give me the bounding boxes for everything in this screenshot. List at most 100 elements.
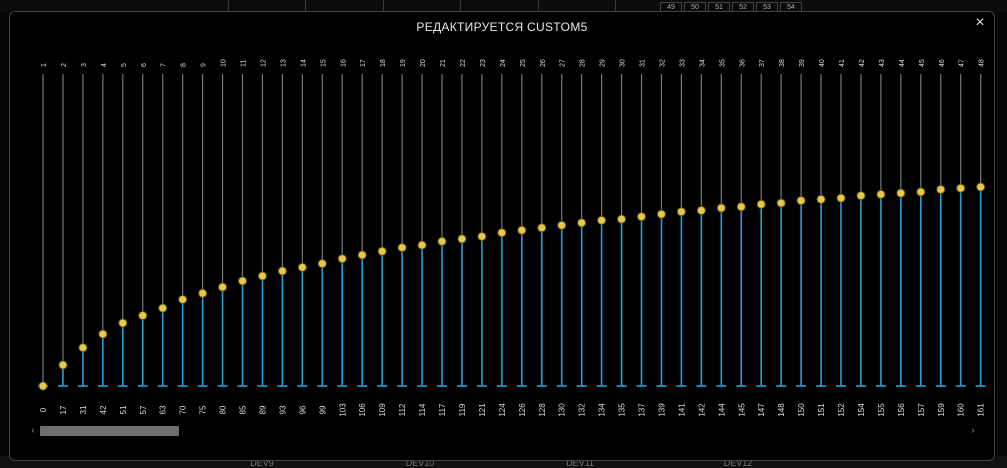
curve-point-handle[interactable] <box>377 246 387 256</box>
channel-number-label: 44 <box>899 59 906 67</box>
channel-number-label: 48 <box>979 59 986 67</box>
curve-point-handle[interactable] <box>198 288 208 298</box>
channel-number-label: 40 <box>819 59 826 67</box>
curve-point-handle[interactable] <box>597 215 607 225</box>
curve-point-handle[interactable] <box>138 311 148 321</box>
curve-point-handle[interactable] <box>437 236 447 246</box>
channel-number-label: 36 <box>739 59 746 67</box>
channel-number-label: 26 <box>540 59 547 67</box>
curve-value-label: 141 <box>677 403 686 417</box>
curve-value-label: 148 <box>777 403 786 417</box>
curve-point-handle[interactable] <box>696 205 706 215</box>
curve-point-handle[interactable] <box>118 318 128 328</box>
curve-point-handle[interactable] <box>577 218 587 228</box>
channel-number-label: 13 <box>280 59 287 67</box>
channel-number-label: 6 <box>141 63 148 67</box>
channel-number-label: 35 <box>719 59 726 67</box>
curve-point-handle[interactable] <box>257 271 267 281</box>
channel-number-label: 32 <box>659 59 666 67</box>
channel-number-label: 18 <box>380 59 387 67</box>
channel-number-label: 41 <box>839 59 846 67</box>
curve-point-handle[interactable] <box>78 343 88 353</box>
curve-point-handle[interactable] <box>38 381 48 391</box>
curve-point-handle[interactable] <box>776 198 786 208</box>
curve-point-handle[interactable] <box>397 243 407 253</box>
curve-chart: 1021733144255165776387097510801185128913… <box>38 59 986 417</box>
curve-value-label: 145 <box>737 403 746 417</box>
curve-value-label: 80 <box>219 405 228 414</box>
curve-point-handle[interactable] <box>916 187 926 197</box>
horizontal-scrollbar[interactable]: ‹ › <box>28 424 978 438</box>
curve-point-handle[interactable] <box>337 254 347 264</box>
curve-value-label: 135 <box>618 403 627 417</box>
curve-point-handle[interactable] <box>637 212 646 222</box>
curve-point-handle[interactable] <box>537 223 547 233</box>
curve-value-label: 157 <box>917 403 926 417</box>
dialog-title: РЕДАКТИРУЕТСЯ CUSTOM5 <box>416 20 588 34</box>
curve-point-handle[interactable] <box>956 183 966 193</box>
channel-number-label: 5 <box>121 63 128 67</box>
curve-point-handle[interactable] <box>676 207 686 217</box>
curve-value-label: 156 <box>897 403 906 417</box>
channel-number-label: 7 <box>161 63 168 67</box>
curve-point-handle[interactable] <box>856 191 866 201</box>
curve-value-label: 89 <box>258 405 267 414</box>
channel-number-label: 29 <box>600 59 607 67</box>
scroll-left-arrow-icon[interactable]: ‹ <box>31 425 35 436</box>
curve-point-handle[interactable] <box>836 193 846 203</box>
curve-point-handle[interactable] <box>357 250 367 260</box>
curve-value-label: 0 <box>39 407 48 412</box>
curve-point-handle[interactable] <box>477 231 487 241</box>
divider <box>460 0 461 12</box>
curve-point-handle[interactable] <box>876 189 886 199</box>
curve-point-handle[interactable] <box>417 240 427 250</box>
close-icon[interactable]: × <box>975 14 985 31</box>
curve-point-handle[interactable] <box>716 203 726 213</box>
curve-value-label: 112 <box>398 403 407 416</box>
curve-point-handle[interactable] <box>218 282 228 292</box>
channel-number-label: 17 <box>360 59 367 67</box>
curve-point-handle[interactable] <box>816 194 826 204</box>
curve-point-handle[interactable] <box>617 214 627 224</box>
scroll-right-arrow-icon[interactable]: › <box>971 425 975 436</box>
channel-number-label: 4 <box>101 63 108 67</box>
curve-point-handle[interactable] <box>238 276 247 286</box>
curve-editor-dialog: РЕДАКТИРУЕТСЯ CUSTOM5 × 1 0 2 17 3 31 4 42 5 51 6 5… <box>9 11 995 461</box>
curve-point-handle[interactable] <box>497 228 507 238</box>
curve-value-label: 150 <box>797 403 806 417</box>
device-label: DEV10 <box>405 458 435 468</box>
curve-point-handle[interactable] <box>896 188 906 198</box>
curve-point-handle[interactable] <box>178 294 188 304</box>
curve-point-handle[interactable] <box>297 262 307 272</box>
channel-number-label: 8 <box>181 63 188 67</box>
scroll-thumb[interactable] <box>40 426 179 436</box>
channel-number-label: 11 <box>241 60 248 67</box>
curve-value-label: 114 <box>418 403 427 416</box>
curve-point-handle[interactable] <box>796 196 806 206</box>
curve-value-label: 93 <box>278 405 287 414</box>
curve-point-handle[interactable] <box>158 303 168 313</box>
channel-number-label: 14 <box>300 59 307 67</box>
curve-point-handle[interactable] <box>936 184 946 194</box>
channel-number-label: 25 <box>520 59 527 67</box>
curve-point-handle[interactable] <box>317 259 327 269</box>
curve-point-handle[interactable] <box>656 209 666 219</box>
channel-number-label: 20 <box>420 59 427 67</box>
channel-number-label: 28 <box>580 59 587 67</box>
channel-number-label: 43 <box>879 59 886 67</box>
curve-point-handle[interactable] <box>517 225 527 235</box>
curve-point-handle[interactable] <box>557 220 567 230</box>
channel-number-label: 45 <box>919 59 926 67</box>
curve-point-handle[interactable] <box>98 329 108 339</box>
curve-point-handle[interactable] <box>457 234 467 244</box>
channel-number-label: 3 <box>81 63 88 67</box>
curve-point-handle[interactable] <box>58 360 68 370</box>
curve-point-handle[interactable] <box>736 202 746 212</box>
channel-number-label: 24 <box>500 59 507 67</box>
curve-point-handle[interactable] <box>756 199 766 209</box>
curve-point-handle[interactable] <box>277 266 287 276</box>
curve-value-label: 51 <box>119 405 128 414</box>
channel-number-label: 9 <box>201 63 208 67</box>
curve-point-handle[interactable] <box>976 182 986 192</box>
